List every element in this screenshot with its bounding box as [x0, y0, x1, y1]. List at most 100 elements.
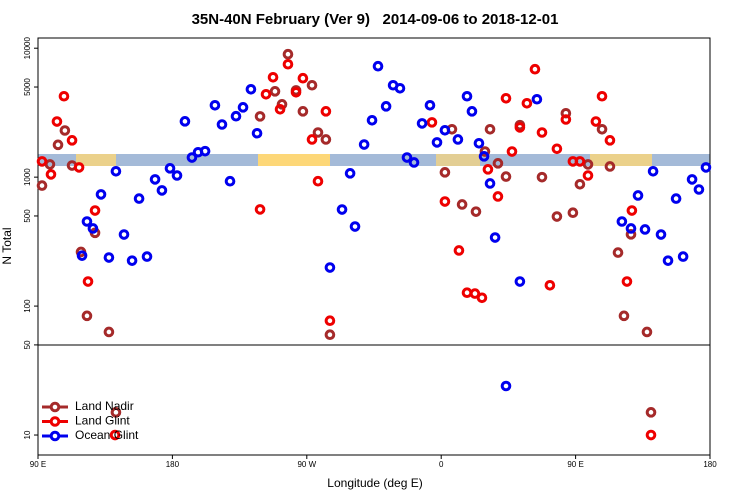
x-tick-label: 180: [703, 460, 717, 469]
point: [618, 310, 630, 322]
point: [662, 255, 674, 266]
point: [621, 276, 633, 287]
point: [372, 60, 384, 72]
point: [544, 279, 556, 291]
point: [655, 229, 667, 240]
point: [489, 232, 501, 243]
point: [324, 262, 336, 273]
x-tick-label: 180: [166, 460, 180, 469]
map-strip: [38, 154, 710, 166]
point: [482, 164, 494, 175]
y-axis-label: N Total: [0, 227, 14, 264]
point: [282, 58, 294, 70]
point: [582, 170, 594, 181]
point: [156, 185, 168, 196]
point: [647, 166, 659, 177]
point: [426, 117, 438, 128]
point: [344, 168, 356, 179]
y-tick-label: 5000: [23, 78, 32, 96]
point: [171, 170, 183, 181]
point: [625, 223, 637, 234]
point: [596, 90, 608, 102]
point: [109, 429, 121, 441]
point: [424, 99, 436, 111]
point: [179, 116, 191, 127]
point: [66, 135, 78, 146]
point: [245, 84, 257, 95]
point: [254, 111, 266, 122]
legend-label: Ocean Glint: [75, 428, 139, 442]
point: [439, 124, 451, 136]
point: [506, 146, 518, 157]
point: [209, 99, 221, 111]
point: [686, 174, 698, 185]
point: [514, 122, 526, 133]
x-tick-label: 90 E: [30, 460, 46, 469]
map-land: [590, 154, 652, 166]
point: [492, 191, 504, 202]
legend-marker: [49, 416, 61, 427]
y-tick-label: 10000: [23, 37, 32, 60]
point: [237, 102, 249, 113]
point: [149, 174, 161, 185]
point: [484, 178, 496, 189]
map-land: [76, 154, 116, 166]
plot-frame: [37, 37, 711, 456]
point: [118, 229, 130, 240]
point: [612, 247, 624, 258]
x-axis-label: Longitude (deg E): [327, 476, 422, 490]
point: [625, 229, 637, 240]
point: [267, 71, 279, 83]
point: [141, 251, 153, 262]
point: [126, 255, 138, 266]
point: [456, 199, 468, 210]
y-tick-label: 50: [23, 340, 32, 349]
y-tick-label: 100: [23, 299, 32, 313]
point: [216, 119, 228, 130]
point: [81, 310, 93, 322]
point: [574, 156, 586, 167]
point: [531, 93, 543, 105]
y-tick-label: 10: [23, 430, 32, 439]
legend-label: Land Nadir: [75, 399, 134, 413]
point: [452, 134, 464, 145]
point: [320, 106, 332, 117]
point: [103, 252, 115, 263]
point: [645, 407, 657, 418]
point: [336, 204, 348, 215]
point: [297, 72, 309, 84]
point: [254, 204, 266, 215]
point: [529, 63, 541, 75]
point: [492, 158, 504, 169]
point: [645, 429, 657, 441]
point: [641, 326, 653, 338]
point: [260, 89, 272, 100]
point: [230, 110, 242, 122]
point: [478, 151, 490, 162]
point: [306, 79, 318, 91]
point: [320, 134, 332, 145]
point: [73, 162, 85, 173]
legend-marker: [49, 401, 61, 413]
point: [251, 127, 263, 139]
point: [87, 223, 99, 234]
point: [670, 193, 682, 204]
legend-marker: [49, 430, 61, 442]
point: [45, 169, 57, 180]
point: [110, 166, 122, 177]
point: [431, 137, 443, 148]
map-ocean: [38, 154, 710, 166]
point: [59, 125, 71, 136]
point: [514, 276, 526, 287]
point: [58, 90, 70, 102]
point: [36, 156, 48, 167]
point: [269, 86, 281, 97]
point: [76, 250, 88, 261]
point: [500, 380, 512, 392]
point: [401, 152, 413, 163]
point: [677, 251, 689, 262]
point: [596, 124, 608, 135]
point: [500, 171, 512, 182]
